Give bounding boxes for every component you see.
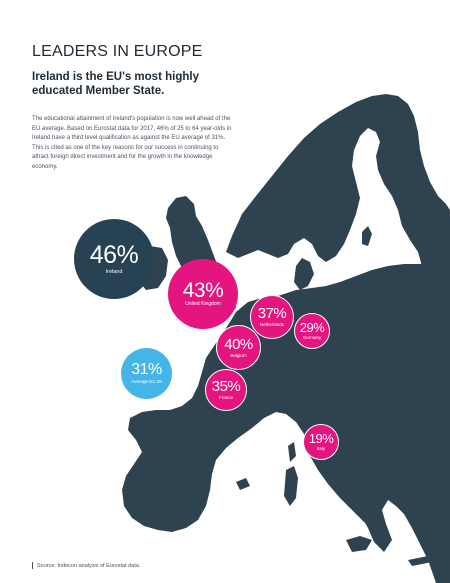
bubble-united-kingdom: 43% United Kingdom — [168, 259, 238, 329]
balearic-islands — [236, 478, 250, 490]
bubble-value: 35% — [211, 378, 241, 396]
bubble-netherlands: 37% Netherlands — [250, 295, 294, 339]
corsica-island — [288, 442, 296, 462]
bubble-label: United Kingdom — [185, 301, 221, 308]
bubble-value: 43% — [182, 279, 224, 303]
bubble-value: 31% — [131, 361, 162, 379]
bubble-belgium: 40% Belgium — [216, 325, 261, 370]
bubble-france: 35% France — [205, 369, 247, 411]
page-title: LEADERS IN EUROPE — [32, 43, 203, 60]
bubble-label: France — [218, 395, 233, 401]
sardinia-island — [284, 466, 298, 506]
source-footnote: Source: Indecon analysis of Eurostat dat… — [32, 562, 140, 569]
continental-europe-landmass — [122, 260, 450, 583]
bubble-label: Average EU 28 — [131, 379, 162, 385]
intro-paragraph: The educational attainment of Ireland's … — [32, 116, 232, 170]
denmark-landmass — [294, 258, 314, 290]
source-text: Source: Indecon analysis of Eurostat dat… — [37, 562, 141, 569]
bubble-label: Ireland — [105, 268, 123, 275]
bubble-label: Netherlands — [259, 322, 285, 328]
bubble-average-eu28: 31% Average EU 28 — [121, 348, 172, 399]
sicily-island — [346, 536, 372, 552]
bubble-label: Italy — [316, 446, 326, 452]
bubble-value: 40% — [224, 335, 253, 353]
bubble-value: 29% — [299, 320, 325, 336]
bubble-label: Belgium — [230, 352, 247, 358]
page-subtitle: Ireland is the EU's most highly educated… — [32, 71, 199, 97]
bubble-value: 37% — [257, 305, 287, 323]
scandinavia-landmass — [226, 94, 450, 286]
footer-divider — [32, 562, 33, 569]
bubble-value: 19% — [308, 431, 334, 447]
bubble-italy: 19% Italy — [303, 424, 339, 460]
bubble-ireland: 46% Ireland — [74, 219, 154, 299]
bubble-label: Germany — [302, 335, 322, 341]
bubble-value: 46% — [89, 240, 139, 269]
gotland-island — [362, 226, 372, 246]
crete-island — [408, 556, 432, 566]
bubble-germany: 29% Germany — [294, 313, 330, 349]
